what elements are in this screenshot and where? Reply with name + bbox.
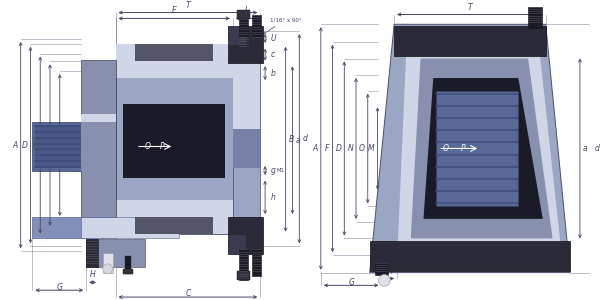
Text: O: O (51, 140, 57, 149)
Bar (528, 7, 542, 28)
Text: H: H (89, 271, 95, 280)
Bar (116, 44, 233, 235)
Text: O: O (359, 144, 365, 153)
Bar (103, 253, 113, 273)
Bar (86, 239, 145, 267)
Text: g: g (271, 166, 276, 175)
Text: G: G (348, 278, 354, 287)
Bar (81, 61, 116, 217)
Bar (237, 271, 250, 281)
Text: B: B (289, 135, 294, 144)
Bar (253, 14, 261, 36)
Bar (116, 200, 233, 235)
Text: 1/16° x 90°: 1/16° x 90° (263, 17, 301, 34)
Circle shape (103, 264, 113, 274)
Bar (124, 269, 133, 274)
Polygon shape (370, 24, 570, 273)
Bar (125, 256, 131, 274)
Circle shape (379, 274, 390, 286)
Bar (81, 217, 179, 239)
Text: b: b (271, 69, 276, 78)
Text: O: O (145, 142, 151, 151)
Text: D: D (22, 140, 28, 149)
Bar (239, 10, 248, 36)
Bar (81, 122, 116, 171)
Bar (253, 249, 261, 276)
Text: M1: M1 (277, 168, 285, 173)
Text: O: O (443, 144, 449, 153)
Bar (35, 125, 113, 168)
Text: A: A (313, 144, 318, 153)
Bar (228, 236, 245, 254)
Text: T: T (467, 3, 472, 12)
Text: N: N (347, 144, 353, 153)
Text: P: P (160, 142, 165, 151)
Bar (228, 26, 245, 45)
Text: D: D (335, 144, 341, 153)
Bar (374, 263, 388, 274)
Text: A: A (13, 140, 18, 149)
Text: F: F (325, 144, 329, 153)
Text: a: a (583, 144, 587, 153)
Bar (135, 44, 213, 62)
Bar (239, 249, 248, 280)
Bar (32, 217, 116, 239)
Bar (116, 44, 233, 78)
Text: h: h (271, 193, 276, 202)
Polygon shape (397, 36, 562, 261)
Text: H: H (386, 267, 392, 276)
Text: G: G (56, 283, 62, 292)
Text: M: M (368, 144, 374, 153)
Bar (233, 129, 260, 168)
Text: L: L (244, 7, 248, 16)
Polygon shape (411, 58, 553, 239)
Text: P: P (461, 144, 466, 153)
Text: T: T (185, 1, 190, 10)
Text: N: N (41, 140, 47, 149)
Text: d: d (302, 134, 307, 143)
Text: a: a (295, 136, 300, 145)
Text: E: E (172, 7, 176, 16)
Bar (228, 26, 263, 63)
Polygon shape (394, 26, 546, 56)
Bar (86, 239, 98, 267)
Bar (135, 217, 213, 235)
Bar (32, 122, 116, 171)
Bar (228, 217, 263, 254)
Bar (233, 31, 260, 129)
Bar (436, 91, 518, 206)
Text: F: F (33, 140, 37, 149)
Text: c: c (271, 50, 275, 59)
Bar (81, 114, 116, 163)
Text: d: d (595, 144, 599, 153)
Text: U: U (271, 34, 277, 43)
Bar (124, 104, 225, 178)
Bar (237, 10, 250, 20)
Bar (233, 31, 260, 246)
Polygon shape (424, 78, 543, 219)
Text: M: M (60, 142, 67, 151)
Polygon shape (370, 241, 570, 271)
Text: C: C (185, 289, 191, 298)
